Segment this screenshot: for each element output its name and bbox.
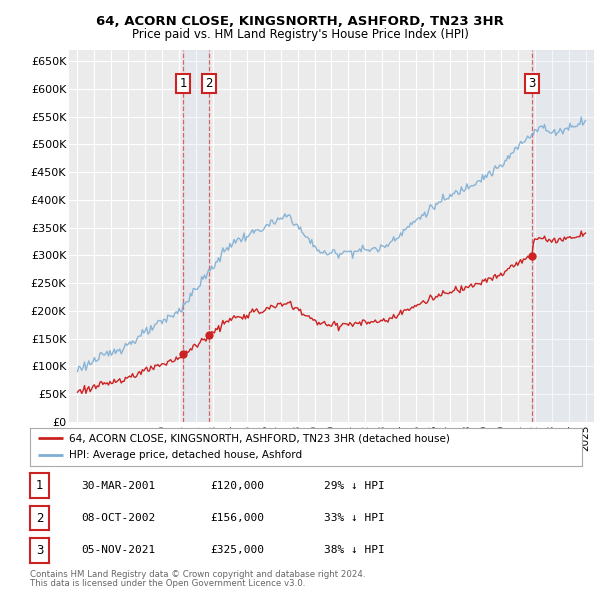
Text: £120,000: £120,000 — [210, 481, 264, 490]
Text: 3: 3 — [36, 544, 43, 557]
Text: 29% ↓ HPI: 29% ↓ HPI — [324, 481, 385, 490]
Text: 30-MAR-2001: 30-MAR-2001 — [81, 481, 155, 490]
Text: 64, ACORN CLOSE, KINGSNORTH, ASHFORD, TN23 3HR: 64, ACORN CLOSE, KINGSNORTH, ASHFORD, TN… — [96, 15, 504, 28]
Text: Price paid vs. HM Land Registry's House Price Index (HPI): Price paid vs. HM Land Registry's House … — [131, 28, 469, 41]
Text: 08-OCT-2002: 08-OCT-2002 — [81, 513, 155, 523]
Text: £325,000: £325,000 — [210, 546, 264, 555]
Text: 38% ↓ HPI: 38% ↓ HPI — [324, 546, 385, 555]
Text: This data is licensed under the Open Government Licence v3.0.: This data is licensed under the Open Gov… — [30, 579, 305, 588]
Text: 05-NOV-2021: 05-NOV-2021 — [81, 546, 155, 555]
Text: HPI: Average price, detached house, Ashford: HPI: Average price, detached house, Ashf… — [68, 450, 302, 460]
Bar — [532, 50, 594, 422]
Bar — [183, 50, 209, 422]
Text: 3: 3 — [529, 77, 536, 90]
Text: 2: 2 — [36, 512, 43, 525]
Text: 1: 1 — [36, 479, 43, 492]
Text: £156,000: £156,000 — [210, 513, 264, 523]
Text: 64, ACORN CLOSE, KINGSNORTH, ASHFORD, TN23 3HR (detached house): 64, ACORN CLOSE, KINGSNORTH, ASHFORD, TN… — [68, 434, 449, 444]
Text: 33% ↓ HPI: 33% ↓ HPI — [324, 513, 385, 523]
Text: 1: 1 — [179, 77, 187, 90]
Text: 2: 2 — [205, 77, 213, 90]
Text: Contains HM Land Registry data © Crown copyright and database right 2024.: Contains HM Land Registry data © Crown c… — [30, 571, 365, 579]
